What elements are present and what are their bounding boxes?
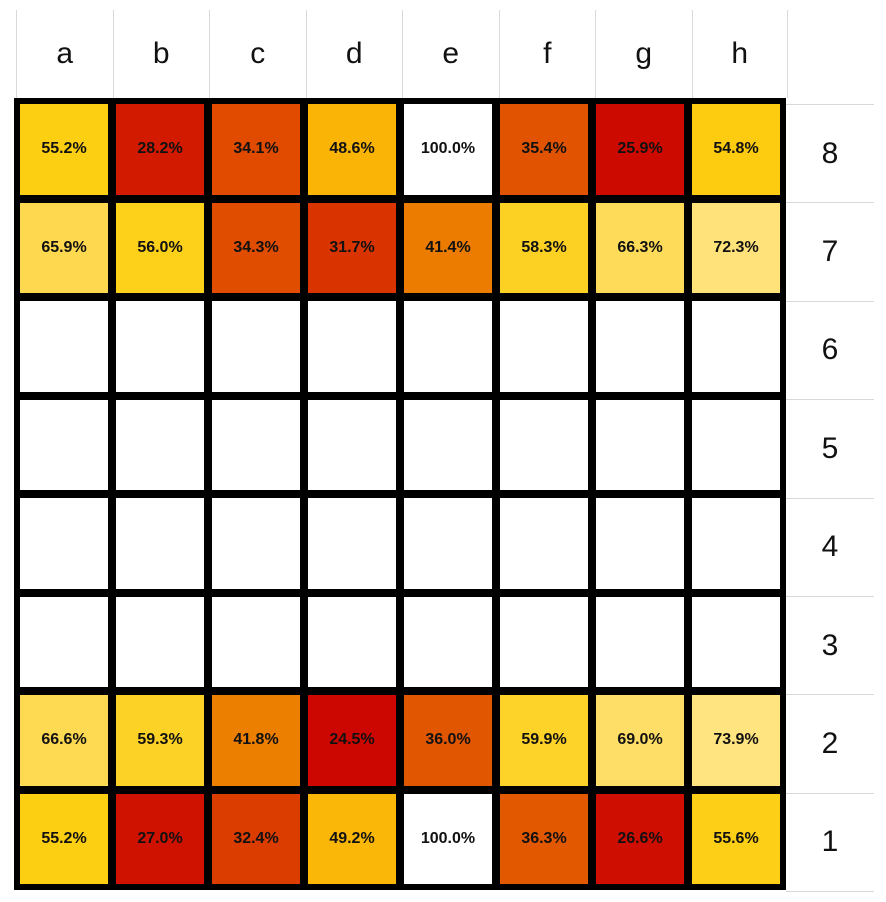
file-header-f[interactable]: f (498, 10, 596, 98)
square-a2[interactable]: 66.6% (20, 695, 108, 786)
file-header-g[interactable]: g (595, 10, 692, 98)
square-a3[interactable] (20, 596, 108, 687)
rank-label-7[interactable]: 7 (786, 203, 874, 302)
square-c7[interactable]: 34.3% (212, 202, 300, 293)
rank-label-2[interactable]: 2 (786, 695, 874, 794)
square-f3[interactable] (500, 596, 588, 687)
square-f7[interactable]: 58.3% (500, 202, 588, 293)
rank-label-4[interactable]: 4 (786, 499, 874, 597)
square-g6[interactable] (596, 301, 684, 392)
square-c6[interactable] (212, 301, 300, 392)
square-b7[interactable]: 56.0% (116, 202, 204, 293)
square-g3[interactable] (596, 596, 684, 687)
square-b4[interactable] (116, 498, 204, 589)
square-d7[interactable]: 31.7% (308, 202, 396, 293)
square-c5[interactable] (212, 399, 300, 490)
square-h2[interactable]: 73.9% (692, 695, 780, 786)
square-d4[interactable] (308, 498, 396, 589)
square-b1[interactable]: 27.0% (116, 793, 204, 884)
rank-label-3[interactable]: 3 (786, 597, 874, 696)
square-e8[interactable]: 100.0% (404, 104, 492, 195)
square-g2[interactable]: 69.0% (596, 695, 684, 786)
square-h1[interactable]: 55.6% (692, 793, 780, 884)
square-g4[interactable] (596, 498, 684, 589)
square-b2[interactable]: 59.3% (116, 695, 204, 786)
square-f6[interactable] (500, 301, 588, 392)
square-h5[interactable] (692, 399, 780, 490)
square-c4[interactable] (212, 498, 300, 589)
square-d8[interactable]: 48.6% (308, 104, 396, 195)
file-header-c[interactable]: c (209, 10, 306, 98)
square-h8[interactable]: 54.8% (692, 104, 780, 195)
file-header-d[interactable]: d (305, 10, 403, 98)
file-header-row: a b c d e f g h (16, 10, 788, 98)
square-c2[interactable]: 41.8% (212, 695, 300, 786)
square-d2[interactable]: 24.5% (308, 695, 396, 786)
rank-label-6[interactable]: 6 (786, 302, 874, 401)
square-e5[interactable] (404, 399, 492, 490)
square-f1[interactable]: 36.3% (500, 793, 588, 884)
square-a1[interactable]: 55.2% (20, 793, 108, 884)
square-h3[interactable] (692, 596, 780, 687)
square-g1[interactable]: 26.6% (596, 793, 684, 884)
square-f5[interactable] (500, 399, 588, 490)
square-b3[interactable] (116, 596, 204, 687)
square-g7[interactable]: 66.3% (596, 202, 684, 293)
square-d5[interactable] (308, 399, 396, 490)
square-h7[interactable]: 72.3% (692, 202, 780, 293)
square-e7[interactable]: 41.4% (404, 202, 492, 293)
square-d3[interactable] (308, 596, 396, 687)
square-d1[interactable]: 49.2% (308, 793, 396, 884)
file-header-b[interactable]: b (112, 10, 210, 98)
file-header-a[interactable]: a (16, 10, 113, 98)
square-h4[interactable] (692, 498, 780, 589)
square-b8[interactable]: 28.2% (116, 104, 204, 195)
square-g8[interactable]: 25.9% (596, 104, 684, 195)
rank-label-5[interactable]: 5 (786, 400, 874, 499)
rank-label-8[interactable]: 8 (786, 104, 874, 204)
square-a5[interactable] (20, 399, 108, 490)
square-b6[interactable] (116, 301, 204, 392)
square-a4[interactable] (20, 498, 108, 589)
square-e4[interactable] (404, 498, 492, 589)
rank-label-column: 8 7 6 5 4 3 2 1 (786, 104, 874, 892)
square-e6[interactable] (404, 301, 492, 392)
square-d6[interactable] (308, 301, 396, 392)
rank-label-1[interactable]: 1 (786, 794, 874, 892)
square-g5[interactable] (596, 399, 684, 490)
square-a6[interactable] (20, 301, 108, 392)
square-h6[interactable] (692, 301, 780, 392)
chessboard-heatmap-grid: 55.2% 28.2% 34.1% 48.6% 100.0% 35.4% 25.9% 54.8… (14, 98, 786, 890)
square-e1[interactable]: 100.0% (404, 793, 492, 884)
square-f2[interactable]: 59.9% (500, 695, 588, 786)
square-e2[interactable]: 36.0% (404, 695, 492, 786)
square-a7[interactable]: 65.9% (20, 202, 108, 293)
square-f4[interactable] (500, 498, 588, 589)
square-f8[interactable]: 35.4% (500, 104, 588, 195)
square-a8[interactable]: 55.2% (20, 104, 108, 195)
file-header-e[interactable]: e (402, 10, 499, 98)
square-e3[interactable] (404, 596, 492, 687)
square-c3[interactable] (212, 596, 300, 687)
file-header-h[interactable]: h (691, 10, 788, 98)
square-c1[interactable]: 32.4% (212, 793, 300, 884)
square-c8[interactable]: 34.1% (212, 104, 300, 195)
square-b5[interactable] (116, 399, 204, 490)
